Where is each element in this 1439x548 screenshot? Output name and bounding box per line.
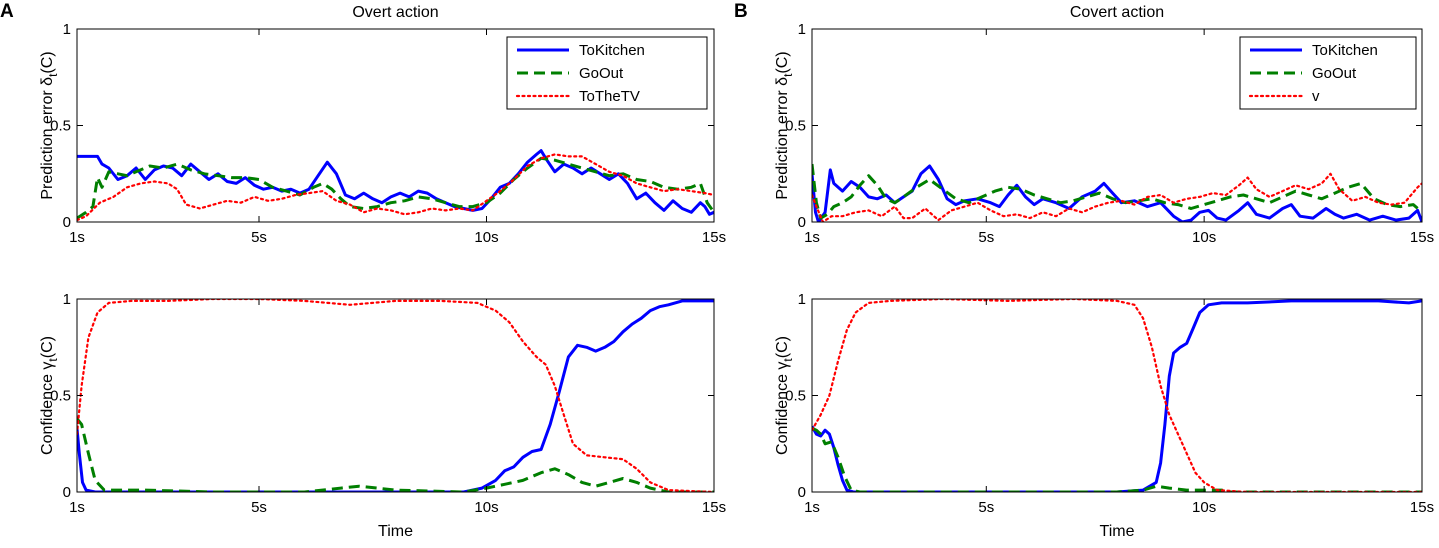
legend-label-goout: GoOut (1312, 65, 1357, 82)
y-tick-label: 1 (798, 291, 806, 308)
series-line-v (812, 172, 1422, 222)
x-tick-label: 10s (1192, 229, 1216, 246)
y-axis-label: Prediction error δt(C) (39, 51, 60, 199)
x-tick-label: 5s (251, 229, 267, 246)
panel-a-bottom: 1s 5s 10s 15s 0 0.5 1 Time Confidence γt(C) (39, 291, 726, 540)
y-tick-label: 0.5 (785, 388, 806, 405)
series-line-tokitchen (812, 164, 1422, 222)
y-label-prefix: Prediction error (39, 86, 56, 200)
y-label-prefix: Prediction error (774, 86, 791, 200)
plot-area (77, 299, 714, 492)
y-axis-label: Confidence γt(C) (774, 336, 795, 455)
x-axis-label: Time (378, 523, 413, 540)
legend-label-tokitchen: ToKitchen (579, 42, 645, 59)
legend: ToKitchen GoOut ToTheTV (506, 36, 708, 110)
panel-b-top: 1s 5s 10s 15s 0 0.5 1 Covert action B Prediction … (734, 1, 1434, 246)
y-label-suffix: (C) (774, 336, 791, 358)
x-tick-label: 5s (978, 229, 994, 246)
y-tick-label: 0 (63, 484, 71, 501)
y-tick-label: 0 (63, 214, 71, 231)
y-label-symbol: δ (39, 77, 56, 86)
y-label-prefix: Confidence (774, 370, 791, 455)
series-line-goout (812, 426, 1422, 492)
legend-label-tothetv: ToTheTV (579, 88, 640, 105)
x-tick-label: 15s (702, 499, 726, 516)
y-tick-label: 0.5 (785, 118, 806, 135)
chart-title: Overt action (352, 4, 438, 21)
y-tick-label: 1 (798, 21, 806, 38)
y-tick-label: 0 (798, 484, 806, 501)
y-label-subscript: t (781, 73, 795, 77)
x-tick-label: 15s (702, 229, 726, 246)
x-tick-label: 15s (1410, 499, 1434, 516)
series-line-goout (77, 417, 714, 492)
y-label-suffix: (C) (39, 336, 56, 358)
y-label-suffix: (C) (774, 51, 791, 73)
x-tick-label: 1s (69, 499, 85, 516)
x-tick-label: 5s (251, 499, 267, 516)
y-label-prefix: Confidence (39, 370, 56, 455)
chart-title: Covert action (1070, 4, 1164, 21)
y-tick-label: 1 (63, 291, 71, 308)
y-label-subscript: t (781, 358, 795, 362)
series-line-tokitchen (77, 299, 714, 492)
y-axis-label: Confidence γt(C) (39, 336, 60, 455)
panel-letter: A (0, 1, 14, 22)
series-line-tothetv (812, 299, 1422, 492)
x-tick-label: 1s (804, 499, 820, 516)
legend: ToKitchen GoOut v (1239, 36, 1417, 110)
panel-a-top: 1s 5s 10s 15s 0 0.5 1 Overt action A Prediction e… (0, 1, 726, 246)
y-tick-label: 1 (63, 21, 71, 38)
y-tick-label: 0.5 (50, 388, 71, 405)
x-tick-label: 1s (804, 229, 820, 246)
x-tick-label: 10s (1192, 499, 1216, 516)
legend-label-goout: GoOut (579, 65, 624, 82)
x-tick-label: 1s (69, 229, 85, 246)
series-line-tokitchen (77, 149, 714, 216)
y-tick-label: 0.5 (50, 118, 71, 135)
legend-label-tokitchen: ToKitchen (1312, 42, 1378, 59)
y-label-symbol: γ (774, 362, 791, 370)
y-axis-label: Prediction error δt(C) (774, 51, 795, 199)
y-label-subscript: t (46, 358, 60, 362)
x-axis-label: Time (1100, 523, 1135, 540)
x-tick-label: 10s (474, 229, 498, 246)
panel-letter: B (734, 1, 748, 22)
x-tick-label: 10s (474, 499, 498, 516)
y-label-symbol: γ (39, 362, 56, 370)
series-line-goout (812, 163, 1422, 220)
x-tick-label: 15s (1410, 229, 1434, 246)
y-tick-label: 0 (798, 214, 806, 231)
series-line-tothetv (77, 299, 714, 492)
plot-area (812, 299, 1422, 492)
y-label-suffix: (C) (39, 51, 56, 73)
series-line-tothetv (77, 153, 714, 222)
panel-b-bottom: 1s 5s 10s 15s 0 0.5 1 Time Confidence γt(C) (774, 291, 1434, 540)
x-tick-label: 5s (978, 499, 994, 516)
legend-label-v: v (1312, 88, 1320, 105)
y-label-symbol: δ (774, 77, 791, 86)
series-line-goout (77, 156, 714, 220)
y-label-subscript: t (46, 73, 60, 77)
